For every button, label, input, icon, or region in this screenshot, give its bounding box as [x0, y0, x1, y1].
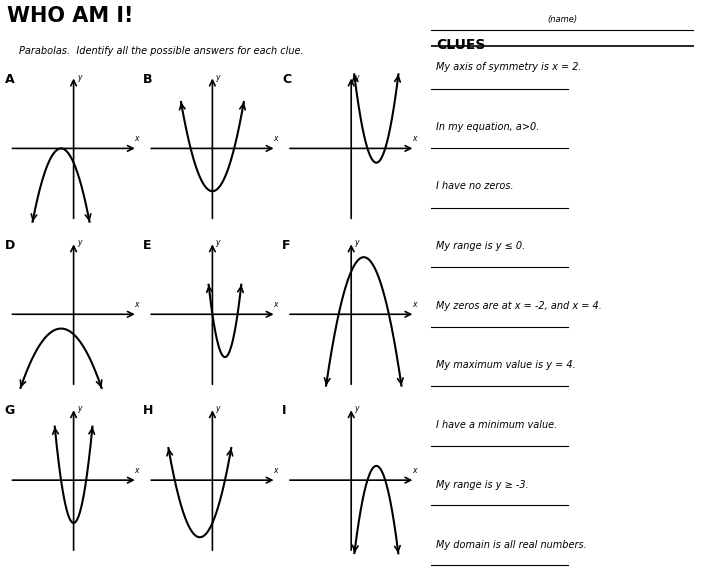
Text: x: x — [411, 300, 416, 309]
Text: My range is y ≥ -3.: My range is y ≥ -3. — [436, 480, 529, 490]
Text: x: x — [134, 466, 139, 475]
Text: C: C — [282, 73, 291, 86]
Text: My domain is all real numbers.: My domain is all real numbers. — [436, 540, 587, 549]
Text: In my equation, a>0.: In my equation, a>0. — [436, 122, 540, 132]
Text: A: A — [4, 73, 14, 86]
Text: y: y — [215, 404, 220, 413]
Text: F: F — [282, 239, 291, 251]
Text: My maximum value is y = 4.: My maximum value is y = 4. — [436, 360, 576, 371]
Text: x: x — [134, 300, 139, 309]
Text: y: y — [354, 404, 359, 413]
Text: CLUES: CLUES — [436, 38, 486, 52]
Text: (name): (name) — [547, 15, 578, 24]
Text: I have a minimum value.: I have a minimum value. — [436, 420, 557, 430]
Text: y: y — [76, 404, 81, 413]
Text: My axis of symmetry is x = 2.: My axis of symmetry is x = 2. — [436, 62, 582, 72]
Text: I: I — [282, 404, 287, 417]
Text: I have no zeros.: I have no zeros. — [436, 182, 514, 191]
Text: G: G — [4, 404, 15, 417]
Text: My zeros are at x = -2, and x = 4.: My zeros are at x = -2, and x = 4. — [436, 301, 602, 311]
Text: x: x — [134, 134, 139, 143]
Text: x: x — [273, 466, 278, 475]
Text: My range is y ≤ 0.: My range is y ≤ 0. — [436, 241, 526, 251]
Text: Parabolas.  Identify all the possible answers for each clue.: Parabolas. Identify all the possible ans… — [19, 45, 304, 55]
Text: y: y — [215, 239, 220, 247]
Text: x: x — [411, 466, 416, 475]
Text: y: y — [76, 73, 81, 81]
Text: x: x — [411, 134, 416, 143]
Text: H: H — [143, 404, 154, 417]
Text: y: y — [76, 239, 81, 247]
Text: y: y — [354, 73, 359, 81]
Text: D: D — [4, 239, 15, 251]
Text: WHO AM I!: WHO AM I! — [7, 6, 133, 26]
Text: y: y — [215, 73, 220, 81]
Text: x: x — [273, 134, 278, 143]
Text: E: E — [143, 239, 152, 251]
Text: B: B — [143, 73, 153, 86]
Text: y: y — [354, 239, 359, 247]
Text: x: x — [273, 300, 278, 309]
